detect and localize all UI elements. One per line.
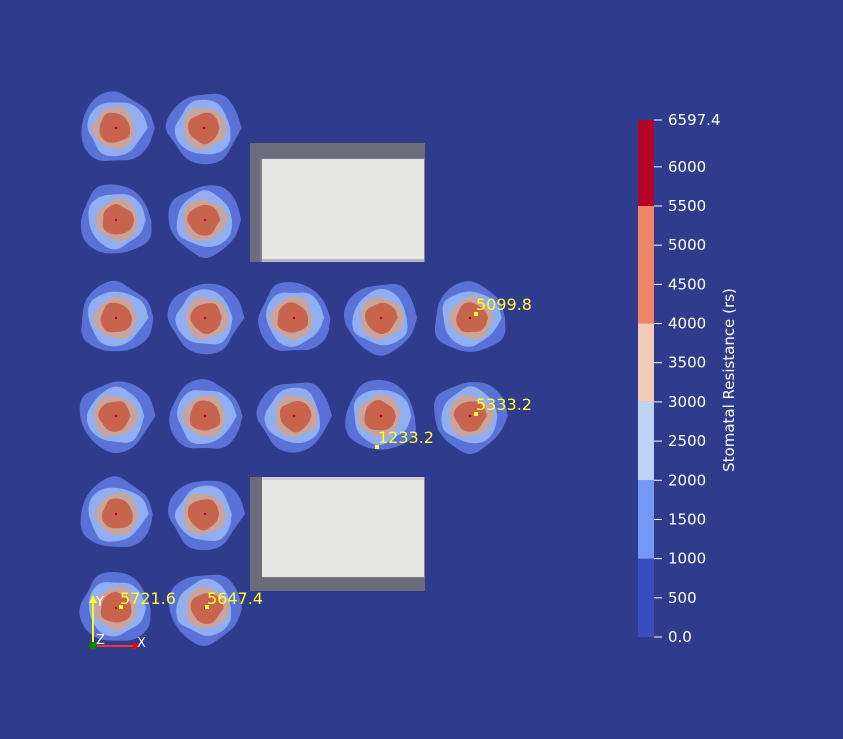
peak-marker [114,218,118,222]
colorbar-tick-label: 0.0 [668,628,692,646]
probe-label: 5721.6 [120,589,176,608]
plant-contour [79,381,156,454]
plant-contour [258,282,331,351]
contour-band [364,399,396,431]
axis-label-x: X [137,636,146,651]
plant-contour [167,480,246,551]
peak-marker [203,218,207,222]
plant-contour [345,379,416,450]
plant-contour [80,184,152,254]
peak-marker [203,512,207,516]
color-legend[interactable]: 6597.4 6000 5500 5000 4500 4000 3500 3000 2500 20… [638,111,721,646]
peak-marker [202,126,206,130]
plant-contour [168,185,241,259]
plant-contour [434,281,506,352]
peak-marker [468,316,472,320]
plant-contour [343,283,418,356]
obstacle-block [250,477,425,591]
peak-marker [203,414,207,418]
peak-marker [468,414,472,418]
colorbar-tick-label: 2000 [668,471,706,489]
plant-contour [81,91,155,161]
probe-label: 5333.2 [476,395,532,414]
probe-point [474,412,478,416]
colorbar-band [638,323,654,402]
colorbar-tick-label: 3000 [668,393,706,411]
contour-band [190,303,222,335]
contour-band [102,204,135,235]
colorbar-tick-label: 1500 [668,510,706,528]
peak-marker [114,512,118,516]
contour-band [98,401,131,432]
probe-point [119,605,123,609]
probe-label: 1233.2 [378,428,434,447]
contour-band [279,401,312,433]
probe-label: 5099.8 [476,295,532,314]
colorbar-tick-label: 4000 [668,315,706,333]
plant-contour [81,280,154,352]
colorbar-tick-label: 3500 [668,354,706,372]
peak-marker [379,414,383,418]
plant-contour [80,476,153,548]
probe-point [205,605,209,609]
peak-marker [292,414,296,418]
colorbar-tick-label: 4500 [668,275,706,293]
colorbar-tick-label: 6000 [668,158,706,176]
peak-marker [203,316,207,320]
peak-marker [114,316,118,320]
contour-band [187,204,221,236]
colorbar-tick-label: 5000 [668,236,706,254]
axis-label-y: Y [95,595,104,610]
probe-label: 5647.4 [207,589,263,608]
colorbar-tick-label: 1000 [668,550,706,568]
peak-marker [379,316,383,320]
orientation-axes: Y Z X [89,595,146,651]
peak-marker [114,414,118,418]
axis-label-z: Z [96,633,105,648]
colorbar-tick-label: 2500 [668,432,706,450]
colorbar-title: Stomatal Resistance (rs) [720,288,738,472]
plant-contour [79,571,151,641]
plant-contour [167,283,245,355]
contour-band [456,302,488,333]
colorbar-tick-label: 6597.4 [668,111,721,129]
peak-marker [292,316,296,320]
contour-band [187,499,220,531]
colorbar-band [638,480,654,559]
probe-point [375,445,379,449]
plant-contour-group [79,91,508,646]
plant-contour [165,93,242,165]
colorbar-band [638,558,654,637]
plant-contour [256,382,332,453]
plant-contour [434,381,508,454]
contour-band [101,498,133,529]
colorbar-tick-label: 5500 [668,197,706,215]
peak-marker [114,126,118,130]
plant-contour [169,379,243,449]
colorbar-band [638,120,654,206]
colorbar-band [638,401,654,481]
probe-markers: 5099.8 5333.2 1233.2 5721.6 5647.4 [119,295,532,609]
probe-point [474,312,478,316]
colorbar-band [638,205,654,324]
colorbar-tick-label: 500 [668,589,697,607]
contour-band [277,302,309,333]
peak-marker [114,606,118,610]
plant-contour [169,574,243,646]
obstacle-block [250,143,425,262]
